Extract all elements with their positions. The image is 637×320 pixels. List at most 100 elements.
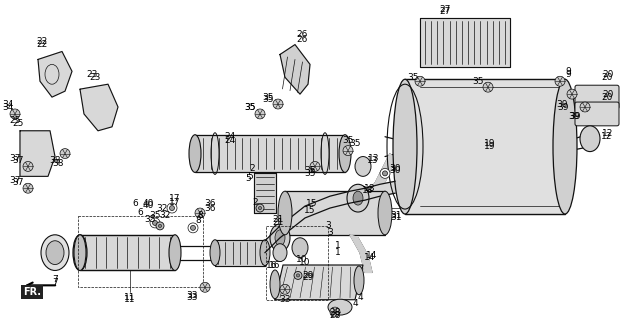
Ellipse shape (483, 82, 493, 92)
Ellipse shape (188, 223, 198, 233)
Text: 35: 35 (407, 73, 419, 82)
Text: 13: 13 (368, 154, 380, 163)
Text: 26: 26 (296, 30, 308, 39)
Text: 5: 5 (247, 172, 253, 181)
Ellipse shape (189, 135, 201, 172)
Text: 28: 28 (329, 308, 341, 316)
Text: 16: 16 (266, 261, 278, 270)
Text: 35: 35 (262, 92, 274, 101)
Text: 9: 9 (565, 70, 571, 79)
Ellipse shape (156, 222, 164, 230)
Ellipse shape (380, 168, 390, 178)
Text: 35: 35 (244, 102, 255, 111)
Text: 16: 16 (269, 261, 281, 270)
Ellipse shape (278, 191, 292, 235)
Polygon shape (215, 240, 265, 266)
Text: 17: 17 (169, 194, 181, 203)
Text: 37: 37 (10, 176, 21, 185)
Ellipse shape (256, 204, 264, 212)
Ellipse shape (343, 146, 353, 156)
Text: 13: 13 (368, 156, 379, 165)
Text: 35: 35 (144, 215, 156, 224)
Text: 29: 29 (303, 273, 313, 282)
Ellipse shape (310, 162, 320, 172)
Text: 1: 1 (335, 248, 341, 257)
Text: 37: 37 (12, 156, 24, 165)
Text: 20: 20 (603, 70, 613, 79)
Text: 32: 32 (159, 212, 171, 220)
Text: 20: 20 (601, 92, 613, 101)
Text: 31: 31 (390, 213, 402, 222)
Text: 30: 30 (389, 166, 401, 175)
Polygon shape (360, 154, 395, 203)
Ellipse shape (270, 224, 290, 252)
Ellipse shape (152, 220, 157, 225)
Text: 19: 19 (484, 139, 496, 148)
Text: 5: 5 (245, 174, 251, 183)
Ellipse shape (46, 241, 64, 265)
Ellipse shape (167, 203, 177, 213)
Text: 27: 27 (440, 7, 451, 16)
Text: 30: 30 (389, 164, 401, 173)
Text: 39: 39 (569, 112, 581, 121)
Text: 9: 9 (565, 67, 571, 76)
Text: 7: 7 (52, 278, 58, 287)
Text: 22: 22 (36, 37, 48, 46)
Ellipse shape (393, 79, 417, 214)
Text: 40: 40 (142, 201, 154, 210)
Ellipse shape (23, 162, 33, 172)
Text: 10: 10 (299, 258, 311, 267)
Text: 11: 11 (124, 295, 136, 304)
Text: 4: 4 (352, 299, 358, 308)
Text: 8: 8 (197, 212, 203, 220)
Text: 33: 33 (186, 293, 197, 302)
Text: 33: 33 (279, 295, 290, 304)
Text: 2: 2 (249, 164, 255, 173)
Text: 8: 8 (195, 216, 201, 225)
Ellipse shape (73, 235, 87, 270)
Text: 17: 17 (169, 198, 181, 207)
Polygon shape (265, 181, 395, 253)
Text: 11: 11 (124, 293, 136, 302)
Text: 20: 20 (603, 90, 613, 99)
Text: 12: 12 (603, 129, 613, 138)
Text: 6: 6 (137, 208, 143, 217)
Ellipse shape (296, 274, 299, 277)
Ellipse shape (580, 126, 600, 152)
Ellipse shape (210, 240, 220, 266)
Bar (266, 226, 328, 300)
Text: 35: 35 (342, 136, 354, 145)
FancyBboxPatch shape (575, 85, 619, 109)
Text: 23: 23 (89, 73, 101, 82)
Ellipse shape (74, 235, 86, 270)
Text: 32: 32 (156, 204, 168, 212)
Polygon shape (280, 44, 310, 94)
Ellipse shape (195, 208, 205, 218)
Text: 2: 2 (252, 198, 258, 207)
Text: 37: 37 (10, 154, 21, 163)
Text: 19: 19 (484, 142, 496, 151)
Text: 35: 35 (304, 169, 316, 178)
Text: 35: 35 (262, 95, 274, 104)
Text: 26: 26 (296, 35, 308, 44)
Text: 1: 1 (335, 241, 341, 250)
Ellipse shape (347, 184, 369, 212)
Text: 23: 23 (86, 70, 97, 79)
Polygon shape (38, 52, 72, 97)
Text: 36: 36 (204, 204, 216, 212)
Text: 4: 4 (357, 293, 363, 302)
Ellipse shape (23, 183, 33, 193)
Ellipse shape (294, 271, 302, 279)
Text: 28: 28 (329, 310, 341, 320)
Ellipse shape (200, 282, 210, 292)
Text: 3: 3 (327, 228, 333, 237)
Text: 35: 35 (304, 166, 316, 175)
Text: 12: 12 (601, 132, 613, 141)
Text: 34: 34 (3, 102, 13, 111)
Text: 33: 33 (186, 291, 197, 300)
Ellipse shape (415, 76, 425, 86)
Ellipse shape (169, 205, 175, 211)
Text: 29: 29 (303, 271, 313, 280)
Polygon shape (405, 79, 565, 214)
Ellipse shape (580, 102, 590, 112)
